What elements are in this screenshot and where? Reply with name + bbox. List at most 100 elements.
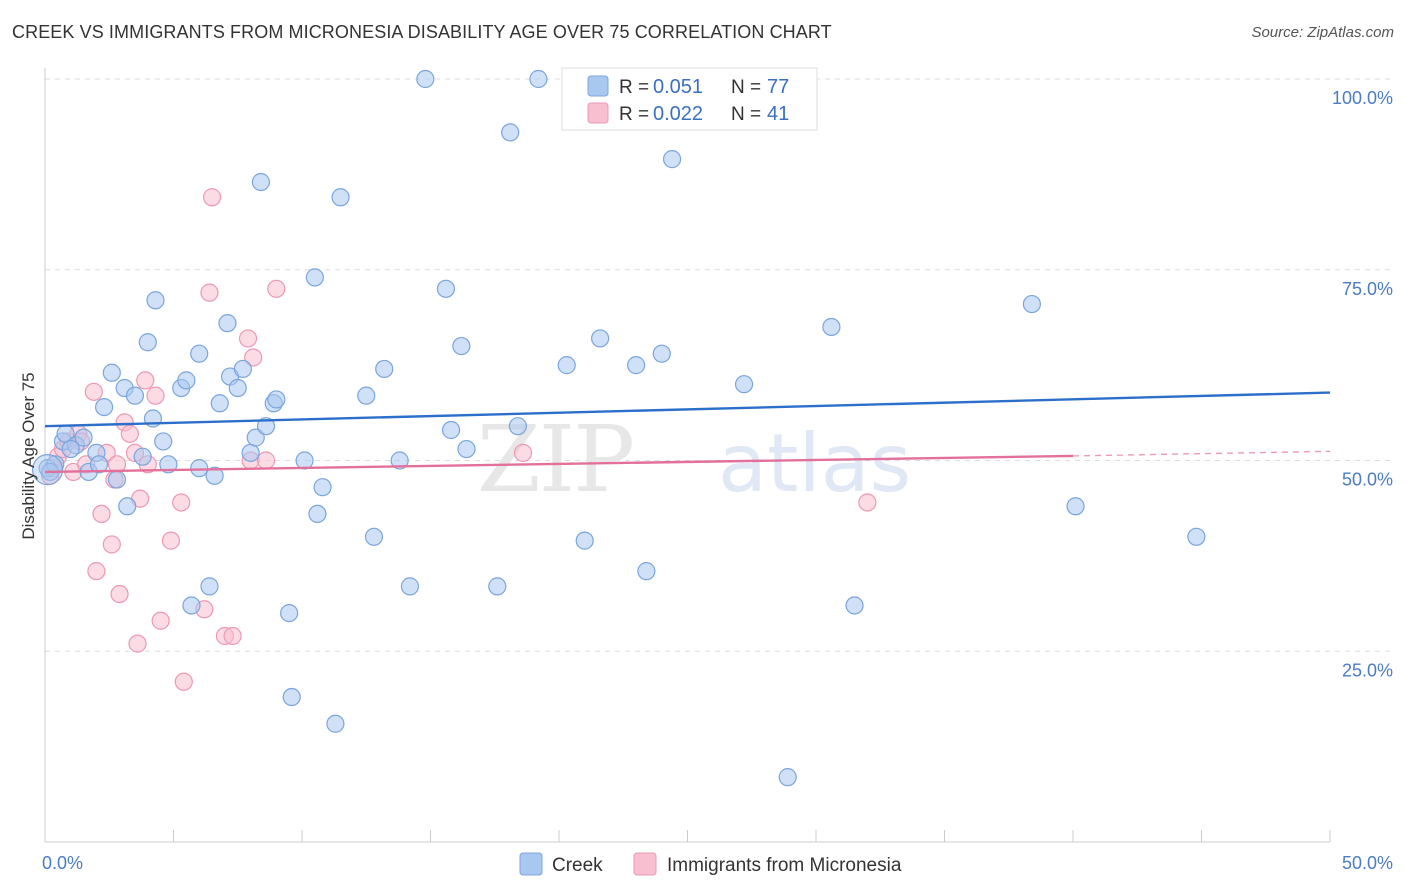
watermark: ZIP atlas [477,406,912,513]
creek-point [452,336,471,356]
micronesia-point [102,535,121,554]
creek-point [734,375,754,394]
legend-micronesia-r-value: 0.022 [653,103,703,125]
creek-point [107,470,127,489]
micronesia-point [267,279,286,298]
micronesia-point [172,493,191,512]
micronesia-point [151,611,170,630]
trend-lines [44,391,1331,474]
creek-cluster-point [31,454,64,486]
creek-point [138,333,157,352]
creek-point [662,150,682,169]
creek-point [241,443,260,462]
creek-point [118,497,137,516]
creek-point [233,359,252,379]
bottom-legend-creek-label: Creek [552,855,603,876]
creek-point [102,363,121,382]
micronesia-point [136,371,155,390]
creek-point [282,687,301,707]
legend-micronesia-n-label: N = [731,104,761,125]
micronesia-point [146,386,165,405]
micronesia-point [84,382,103,401]
chart-source: Source: ZipAtlas.com [1251,24,1394,41]
micronesia-point [128,634,147,653]
axes: 25.0% 50.0% 75.0% 100.0% 0.0% 50.0% [42,68,1393,873]
creek-point [436,279,456,298]
legend-creek-swatch [587,75,609,97]
series-creek-points [31,69,1206,787]
y-axis-title: Disability Age Over 75 [19,372,38,539]
y-tick-label: 25.0% [1342,660,1393,680]
micronesia-trend-line [44,454,1074,474]
creek-point [357,386,376,405]
creek-point [375,359,394,379]
creek-point [210,394,229,413]
creek-point [190,344,209,363]
creek-point [280,603,299,623]
creek-point [326,714,345,733]
bottom-legend-micronesia-label: Immigrants from Micronesia [667,855,902,876]
creek-point [457,439,476,459]
creek-point [95,397,114,417]
creek-point [61,439,80,459]
creek-point [416,69,435,89]
legend-creek-n-label: N = [731,77,761,98]
bottom-legend-micronesia-swatch [633,852,657,876]
creek-point [218,314,237,333]
creek-point [400,577,420,596]
creek-point [200,577,219,596]
creek-trend-line [44,391,1331,428]
micronesia-trend-extension [1072,450,1331,457]
bottom-legend-creek-swatch [519,852,543,876]
creek-point [154,432,173,451]
creek-point [74,428,93,447]
micronesia-point [244,348,263,367]
watermark-zip: ZIP [477,406,633,513]
creek-point [182,596,201,615]
creek-point [845,596,864,615]
creek-point [557,356,576,375]
creek-point [308,504,327,524]
legend-micronesia-r-label: R = [619,104,649,125]
creek-point [313,478,332,497]
creek-point [295,451,314,470]
creek-point [190,459,209,478]
chart-title: CREEK VS IMMIGRANTS FROM MICRONESIA DISA… [12,22,832,42]
creek-point [637,562,656,581]
bottom-legend: Creek Immigrants from Micronesia [519,852,902,876]
micronesia-point [202,188,222,207]
creek-point [822,317,841,337]
creek-point [331,188,350,207]
micronesia-point [174,672,193,691]
legend-creek-n-value: 77 [767,76,789,98]
creek-point [251,172,270,192]
creek-point [441,420,461,440]
creek-point [1066,497,1085,516]
creek-point [246,428,265,447]
micronesia-point [87,562,106,581]
y-tick-label: 50.0% [1342,470,1393,490]
creek-point [177,371,196,390]
creek-point [501,123,520,142]
legend-micronesia-swatch [587,102,609,124]
creek-point [125,386,145,405]
x-tick-label-min: 0.0% [42,853,83,873]
creek-point [205,466,224,485]
creek-point [267,390,286,409]
creek-point [89,455,109,474]
creek-point [228,378,247,398]
creek-point [305,268,324,287]
x-tick-label-max: 50.0% [1342,853,1393,873]
creek-point [133,447,152,466]
creek-point [488,577,507,596]
creek-point [1187,527,1206,546]
y-tick-label: 100.0% [1332,88,1393,108]
legend-creek-r-value: 0.051 [653,76,703,98]
legend-creek-r-label: R = [619,77,649,98]
micronesia-point [200,283,219,302]
micronesia-point [110,584,129,604]
creek-point [591,329,610,348]
y-tick-label: 75.0% [1342,279,1393,299]
micronesia-point [513,443,533,462]
